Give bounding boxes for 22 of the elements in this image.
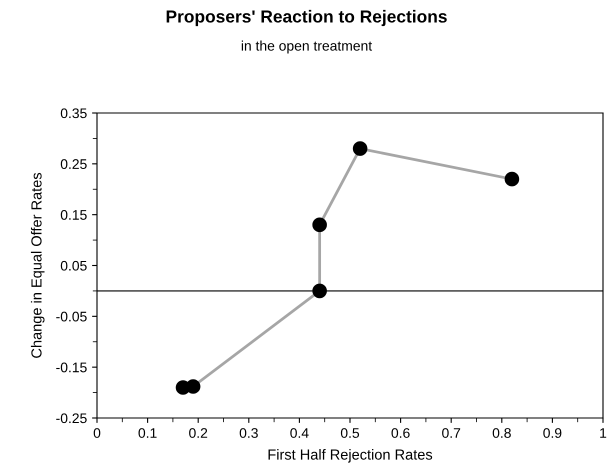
x-tick-label: 0.5 <box>340 428 360 438</box>
chart-subtitle: in the open treatment <box>242 40 372 54</box>
y-tick-label: 0.25 <box>60 159 87 170</box>
y-tick-label: 0.15 <box>60 210 87 220</box>
x-axis-title: First Half Rejection Rates <box>268 449 432 463</box>
y-tick-label: -0.15 <box>56 362 87 372</box>
x-tick-label: 0.8 <box>492 428 511 438</box>
y-tick-label: 0.35 <box>60 108 87 118</box>
x-tick-label: 0.3 <box>240 428 258 438</box>
y-tick-label: 0.05 <box>60 260 87 271</box>
x-tick-label: 0.4 <box>290 428 309 438</box>
x-tick-label: 1 <box>600 428 606 438</box>
x-tick-label: 0.9 <box>543 428 562 438</box>
y-tick-label: -0.25 <box>56 413 87 424</box>
y-axis-title: Change in Equal Offer Rates <box>30 172 45 358</box>
x-tick-label: 0.7 <box>442 428 460 438</box>
x-tick-label: 0.2 <box>189 428 208 438</box>
x-tick-label: 0.1 <box>138 428 157 438</box>
chart-title: Proposers' Reaction to Rejections <box>166 10 447 26</box>
x-tick-label: 0.6 <box>391 428 410 438</box>
y-tick-label: -0.05 <box>56 312 87 322</box>
x-tick-label: 0 <box>94 428 100 438</box>
